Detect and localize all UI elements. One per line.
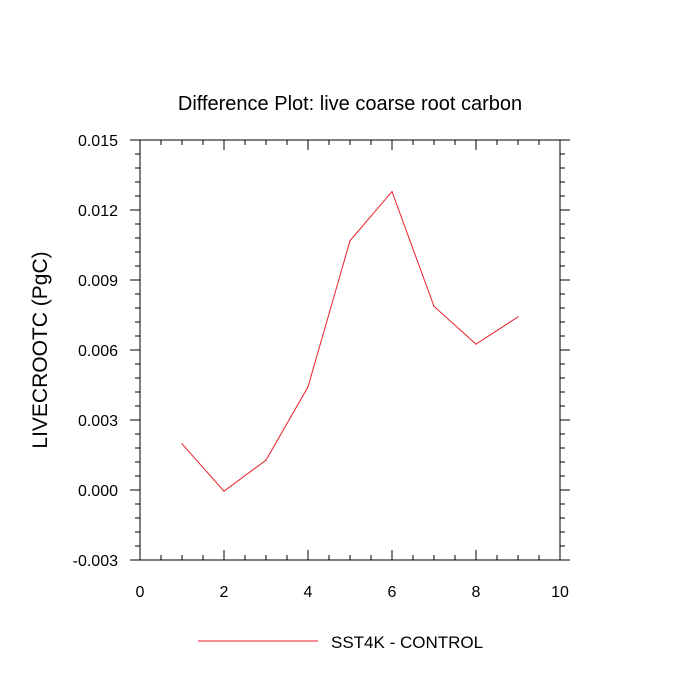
y-tick-label: 0.003 [78,413,118,430]
x-tick-label: 2 [220,584,229,601]
y-tick-label: 0.006 [78,343,118,360]
plot-frame [139,139,561,561]
y-tick-label: 0.012 [78,203,118,220]
x-tick-label: 0 [136,584,145,601]
data-point [307,386,309,388]
data-point [223,490,225,492]
y-tick-label: 0.015 [78,133,118,150]
data-point [349,240,351,242]
series-line [181,190,519,492]
y-tick-label: 0.009 [78,273,118,290]
y-axis-label: LIVECROOTC (PgC) [29,251,52,448]
x-tick-label: 6 [388,584,397,601]
x-axis: 0 2 4 6 8 10 [136,140,569,601]
y-axis: -0.003 0.000 0.003 0.006 0.009 0.012 0.015 [73,133,570,570]
data-point [475,343,477,345]
x-tick-label: 8 [472,584,481,601]
y-tick-label: -0.003 [73,553,118,570]
data-point [433,305,435,307]
data-point [391,190,393,193]
data-point [517,316,519,318]
chart-title: Difference Plot: live coarse root carbon [178,93,522,115]
data-point [181,443,183,445]
legend-entry-label: SST4K - CONTROL [331,633,483,652]
data-point [265,459,267,461]
y-tick-label: 0.000 [78,483,118,500]
legend: SST4K - CONTROL [198,633,483,652]
x-tick-label: 4 [304,584,313,601]
x-tick-label: 10 [551,584,569,601]
series-layer [181,190,519,492]
